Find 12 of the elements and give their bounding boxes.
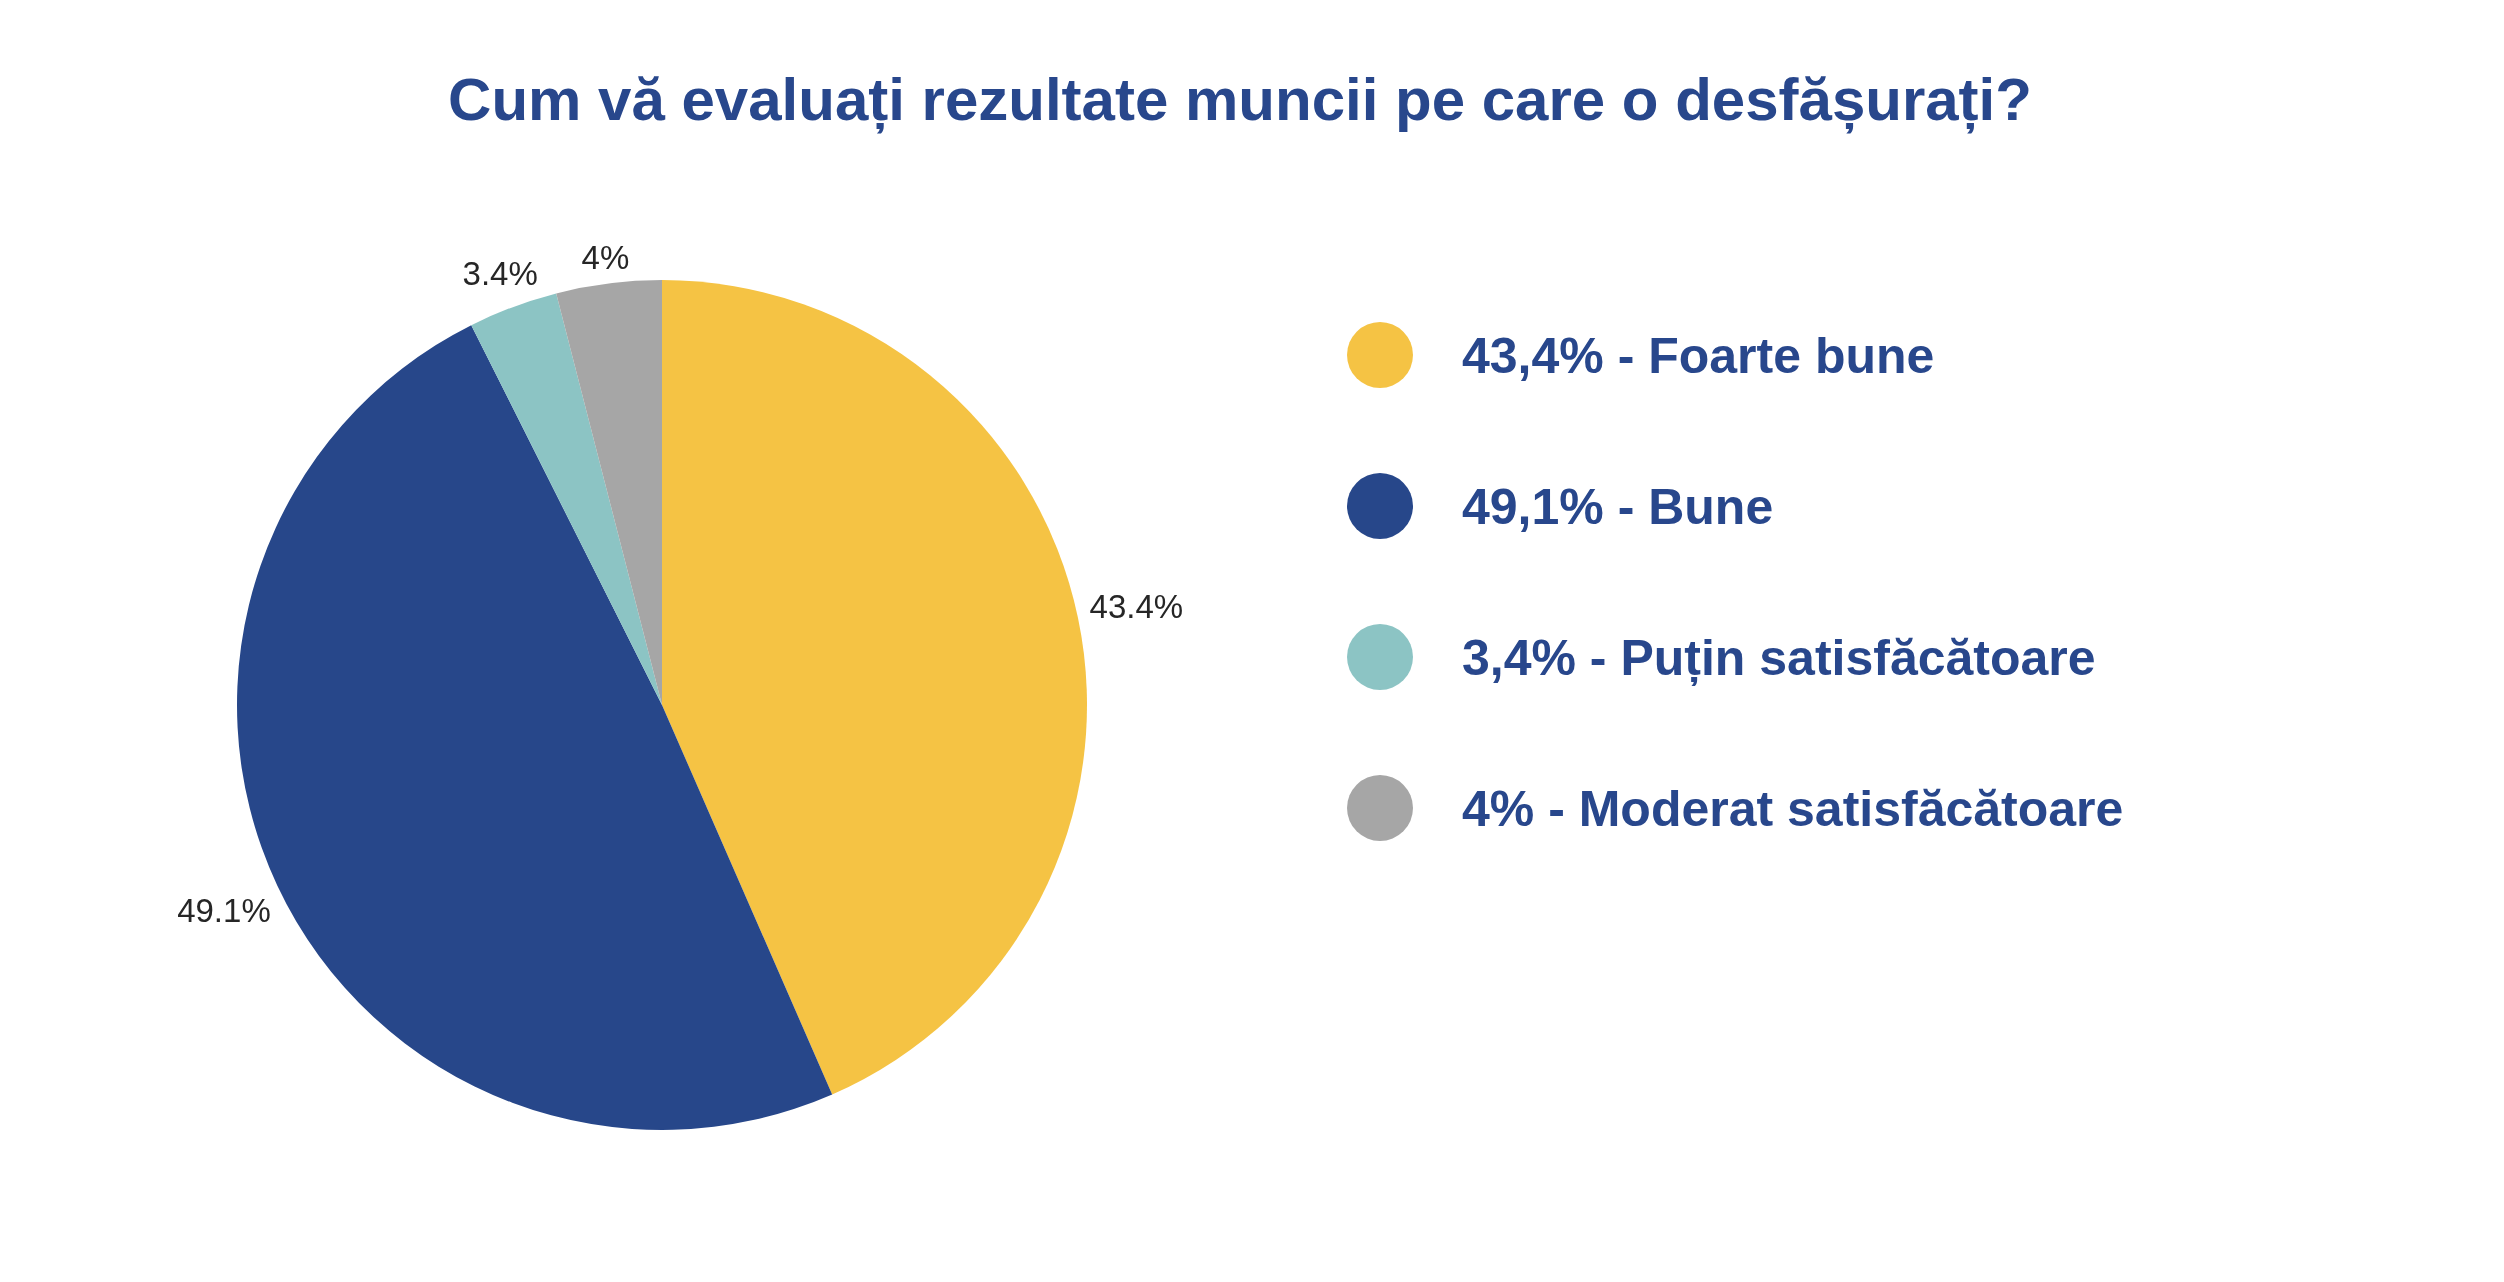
legend-label: 4% - Moderat satisfăcătoare bbox=[1462, 781, 2124, 837]
data-label: 4% bbox=[581, 239, 630, 277]
legend-label: 49,1% - Bune bbox=[1462, 479, 1774, 535]
data-label: 3.4% bbox=[462, 255, 538, 293]
data-label: 43.4% bbox=[1089, 587, 1184, 625]
pie-slice bbox=[471, 293, 662, 705]
legend-label: 43,4% - Foarte bune bbox=[1462, 328, 1935, 384]
chart-title: Cum vă evaluați rezultate muncii pe care o desfășurați? bbox=[448, 66, 2032, 134]
legend-label: 3,4% - Puțin satisfăcătoare bbox=[1462, 630, 2096, 686]
data-label: 49.1% bbox=[177, 892, 271, 930]
pie-slice bbox=[662, 280, 1087, 1095]
pie-slice bbox=[556, 280, 662, 705]
